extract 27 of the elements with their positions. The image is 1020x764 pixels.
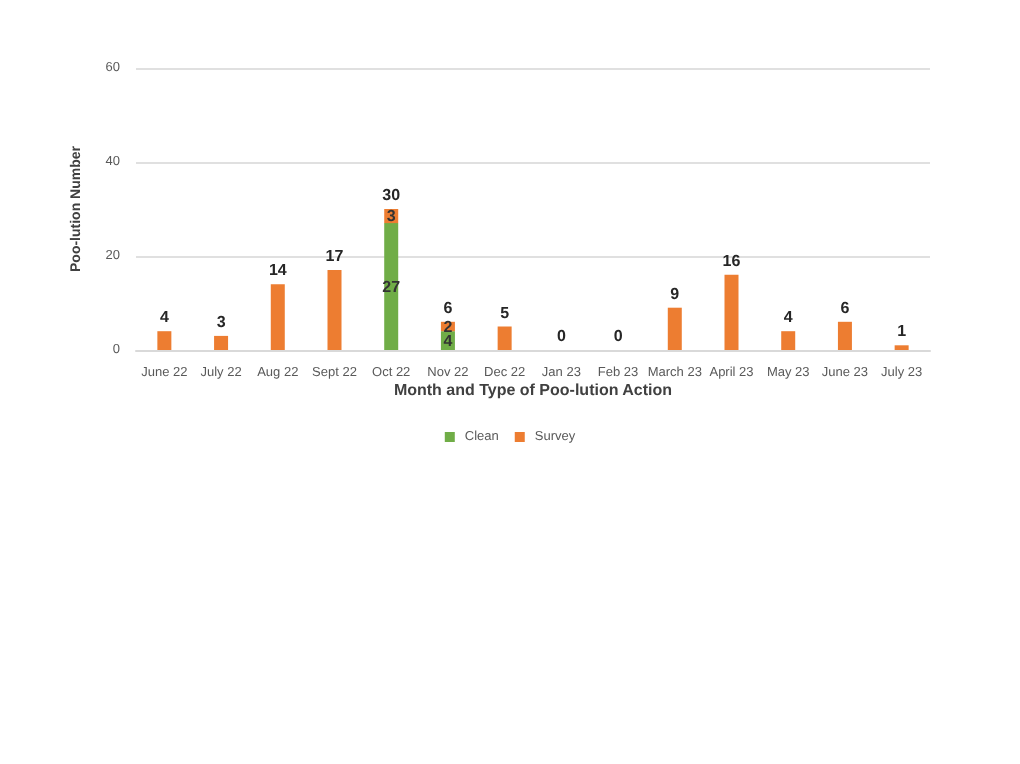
bar bbox=[270, 284, 285, 350]
total-label: 17 bbox=[325, 247, 345, 266]
data-label: 2 bbox=[443, 317, 454, 336]
bar bbox=[214, 335, 229, 350]
x-axis-title: Month and Type of Poo-lution Action bbox=[393, 381, 673, 399]
data-label: 3 bbox=[386, 207, 397, 226]
bar bbox=[327, 270, 342, 350]
bar bbox=[837, 321, 852, 350]
total-label: 4 bbox=[783, 308, 794, 327]
total-label: 4 bbox=[159, 308, 170, 327]
total-label: 1 bbox=[897, 322, 908, 341]
bar bbox=[497, 326, 512, 350]
bar bbox=[667, 307, 682, 350]
total-label: 9 bbox=[670, 284, 681, 303]
total-label: 0 bbox=[556, 327, 567, 345]
bar bbox=[724, 274, 739, 350]
total-label: 14 bbox=[268, 261, 288, 280]
total-label: 5 bbox=[500, 303, 511, 322]
total-label: 30 bbox=[382, 186, 402, 204]
bar bbox=[157, 331, 172, 350]
total-label: 6 bbox=[840, 298, 851, 317]
data-label: 4 bbox=[443, 331, 454, 350]
total-label: 0 bbox=[613, 327, 624, 345]
bar bbox=[781, 331, 796, 350]
total-label: 3 bbox=[216, 312, 227, 331]
total-label: 16 bbox=[722, 251, 742, 270]
total-label: 6 bbox=[443, 298, 454, 317]
